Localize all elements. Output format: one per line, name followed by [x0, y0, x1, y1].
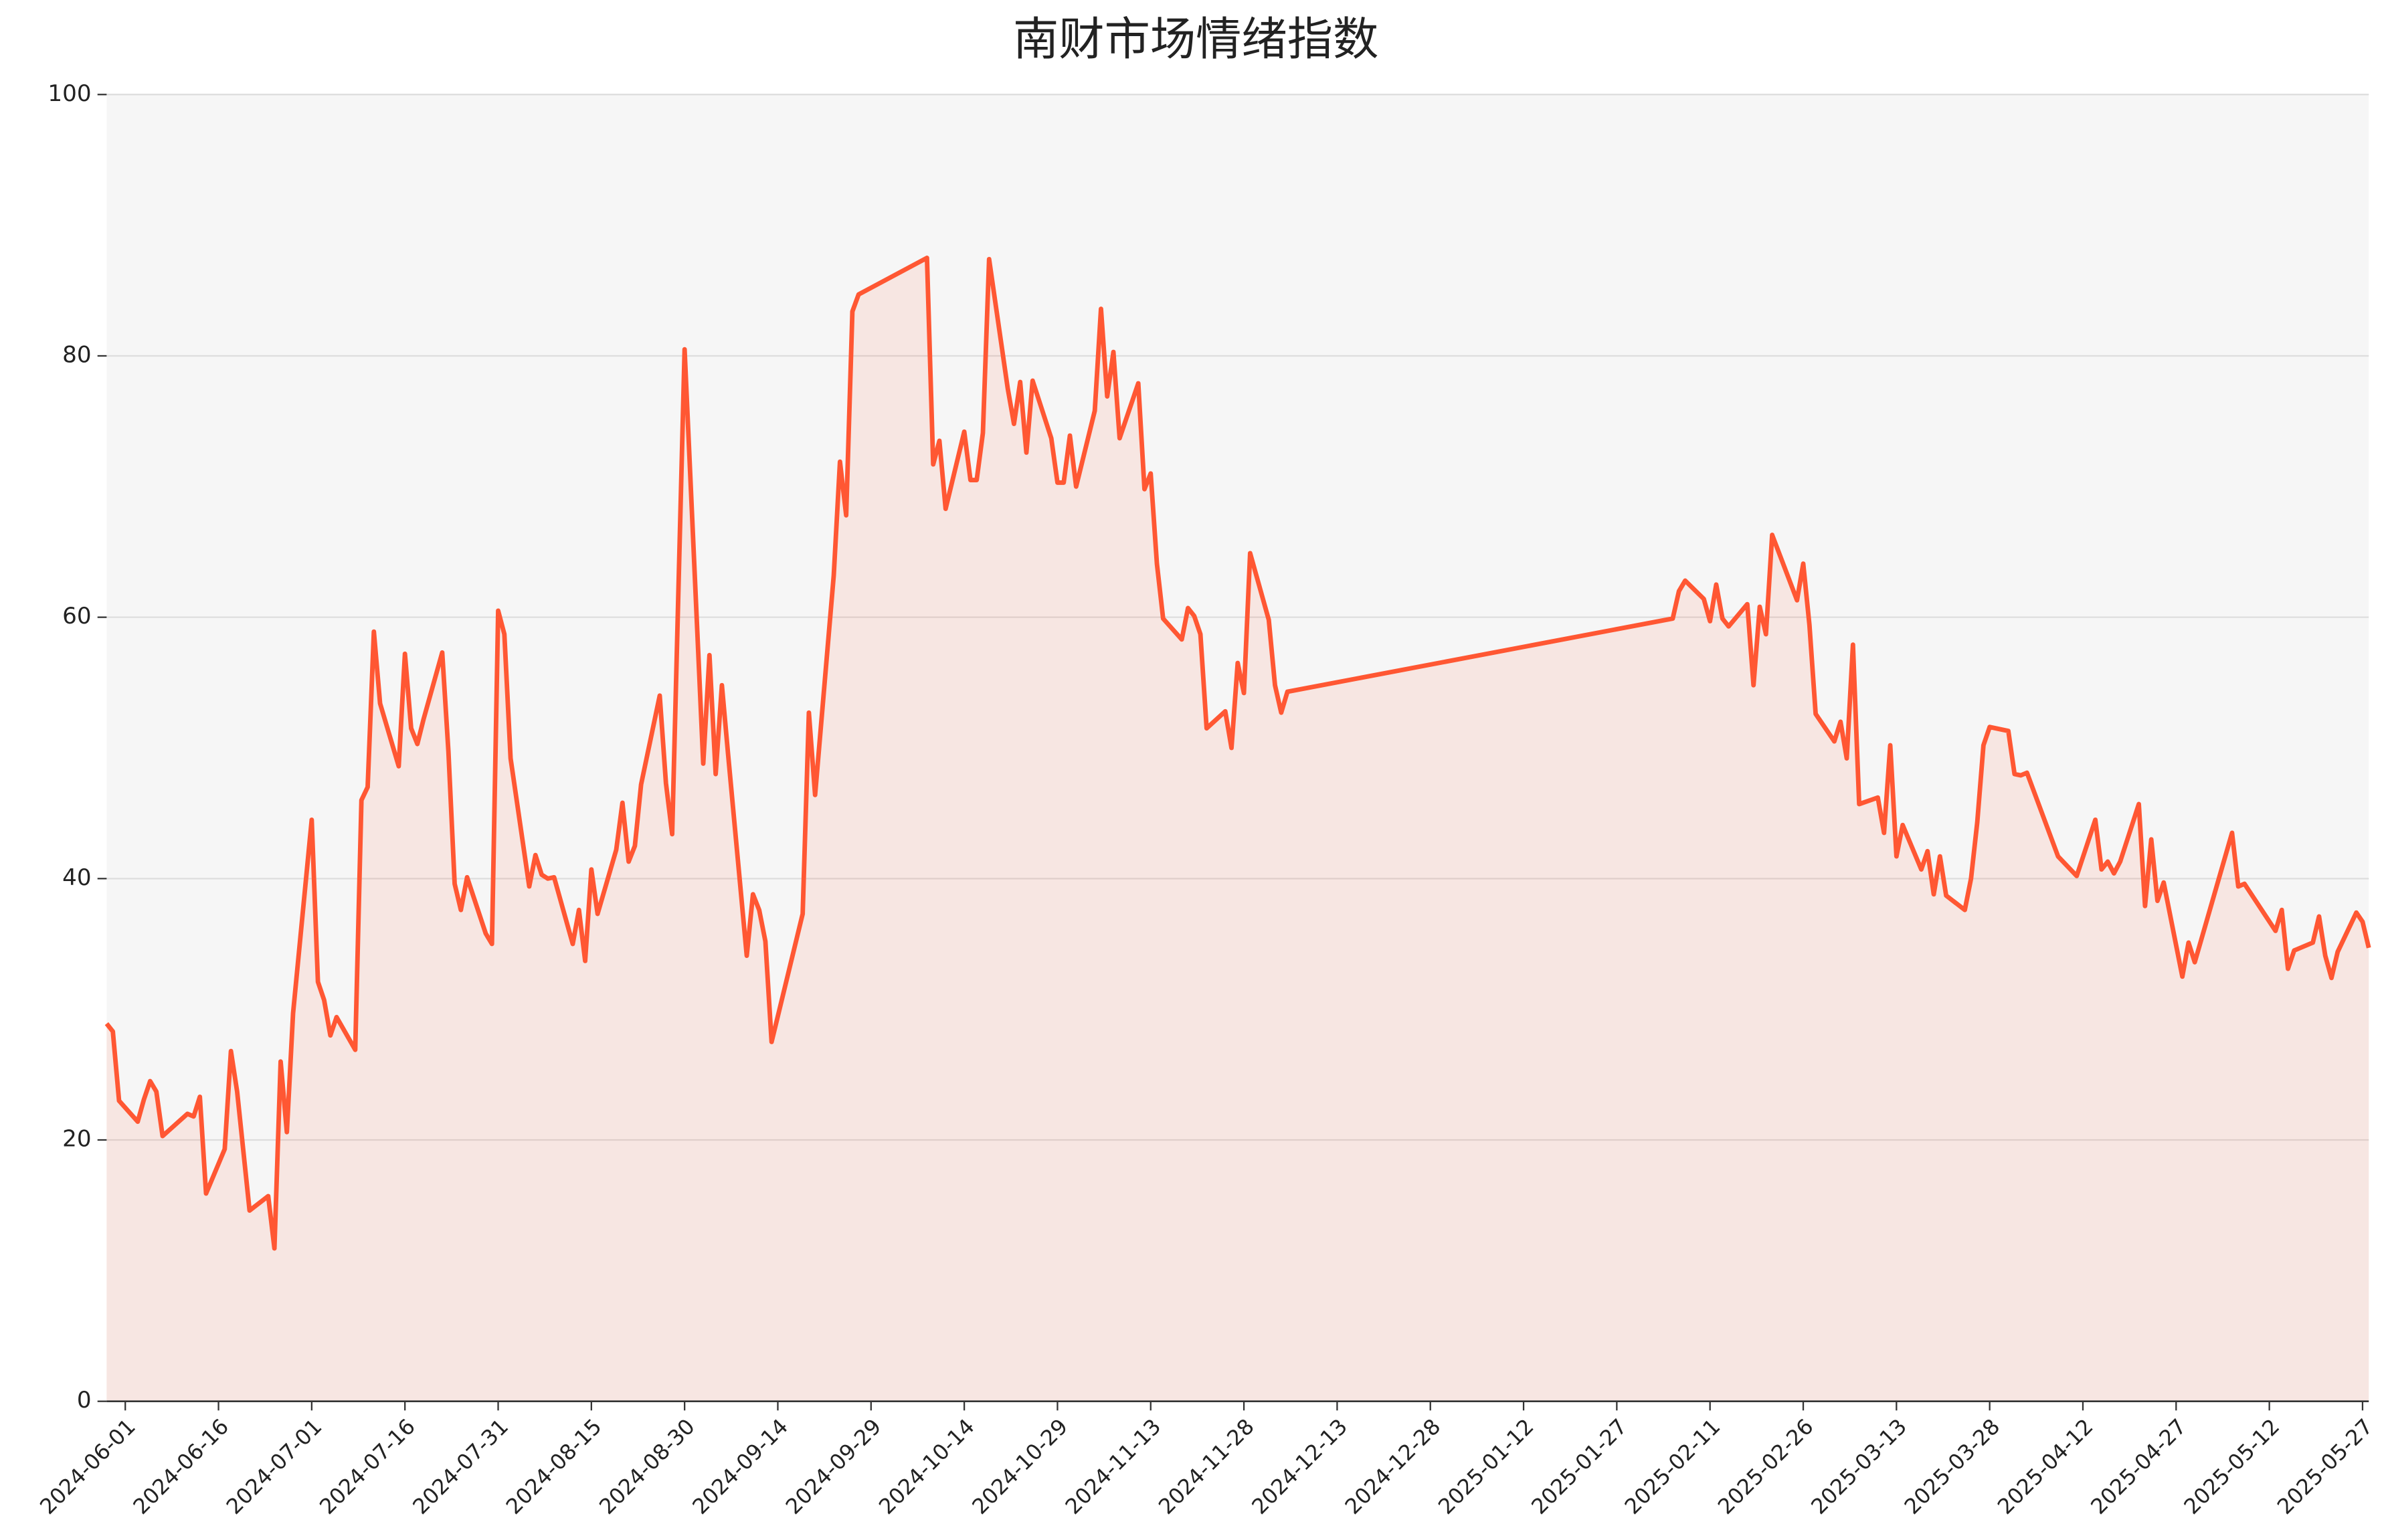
x-tick-label: 2024-06-01 [35, 1414, 141, 1519]
x-tick-label: 2024-09-14 [687, 1414, 793, 1519]
x-tick-label: 2025-03-28 [1899, 1414, 2005, 1519]
x-tick-label: 2024-07-16 [314, 1414, 420, 1519]
plot-background [106, 94, 2369, 1402]
x-tick-label: 2025-03-13 [1806, 1414, 1912, 1519]
y-tick-label: 100 [48, 80, 91, 107]
y-tick-label: 0 [77, 1387, 92, 1414]
x-tick-label: 2025-01-27 [1526, 1414, 1632, 1519]
x-tick-label: 2025-05-12 [2179, 1414, 2284, 1519]
x-tick-label: 2024-06-16 [128, 1414, 234, 1519]
x-tick-label: 2025-05-27 [2272, 1414, 2378, 1519]
x-tick-label: 2024-12-13 [1247, 1414, 1352, 1519]
x-tick-label: 2024-07-31 [407, 1414, 513, 1519]
x-tick-label: 2024-10-14 [874, 1414, 980, 1519]
line-series [104, 256, 2371, 1251]
x-tick-label: 2024-12-28 [1340, 1414, 1446, 1519]
x-tick-label: 2024-09-29 [781, 1414, 887, 1519]
area-fill [106, 258, 2369, 1402]
x-tick-label: 2024-07-01 [221, 1414, 327, 1519]
x-tick-label: 2025-01-12 [1433, 1414, 1539, 1519]
y-tick-label: 40 [62, 864, 91, 891]
x-tick-label: 2025-04-12 [1993, 1414, 2098, 1519]
y-tick-label: 20 [62, 1126, 91, 1153]
x-tick-label: 2024-11-13 [1061, 1414, 1166, 1519]
x-tick-label: 2024-11-28 [1154, 1414, 1259, 1519]
y-tick-label: 80 [62, 341, 91, 368]
chart-title: 南财市场情绪指数 [1013, 13, 1378, 66]
y-tick-label: 60 [62, 603, 91, 630]
x-tick-label: 2024-08-15 [501, 1414, 607, 1519]
x-tick-label: 2024-08-30 [594, 1414, 700, 1519]
x-tick-label: 2024-10-29 [967, 1414, 1073, 1519]
x-tick-label: 2025-02-11 [1620, 1414, 1726, 1519]
x-tick-label: 2025-02-26 [1713, 1414, 1819, 1519]
x-tick-label: 2025-04-27 [2086, 1414, 2191, 1519]
